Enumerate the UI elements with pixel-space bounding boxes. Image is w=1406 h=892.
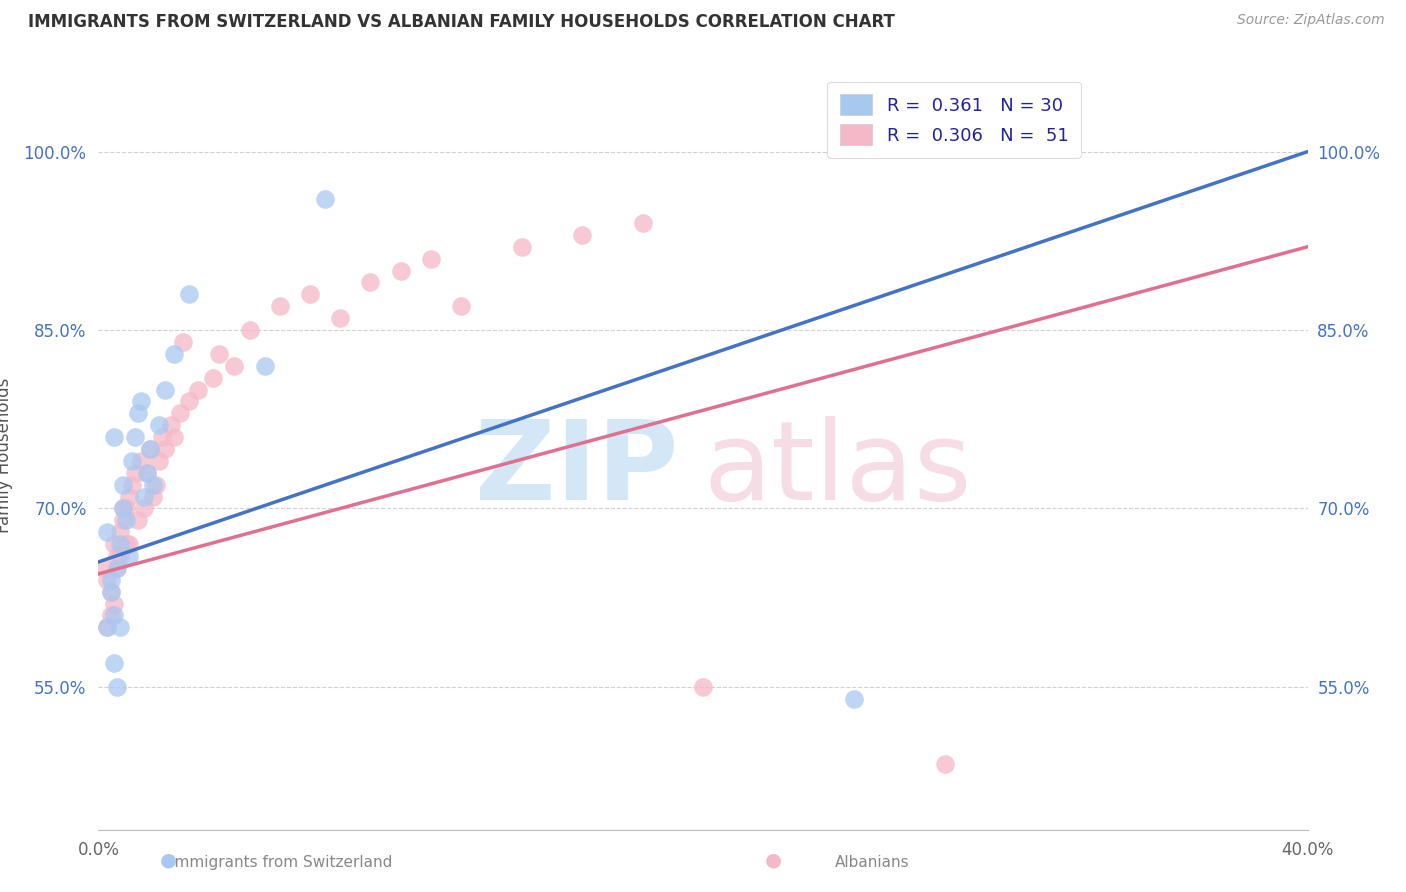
Y-axis label: Family Households: Family Households: [0, 377, 13, 533]
Point: [127, 513, 149, 527]
Point: [208, 347, 231, 361]
Point: [111, 501, 134, 516]
Point: [179, 394, 201, 409]
Text: IMMIGRANTS FROM SWITZERLAND VS ALBANIAN FAMILY HOUSEHOLDS CORRELATION CHART: IMMIGRANTS FROM SWITZERLAND VS ALBANIAN …: [28, 13, 896, 31]
Point: [124, 430, 146, 444]
Point: [108, 537, 131, 551]
Point: [100, 573, 122, 587]
Text: ●: ●: [765, 851, 782, 870]
Point: [132, 490, 155, 504]
Point: [172, 334, 194, 349]
Point: [96, 525, 118, 540]
Point: [145, 477, 167, 491]
Point: [103, 656, 125, 670]
Text: Immigrants from Switzerland: Immigrants from Switzerland: [170, 855, 392, 870]
Point: [420, 252, 443, 266]
Point: [93, 561, 115, 575]
Point: [103, 608, 125, 623]
Point: [121, 477, 143, 491]
Point: [139, 442, 162, 456]
Point: [360, 276, 382, 290]
Point: [179, 287, 201, 301]
Point: [169, 406, 191, 420]
Point: [100, 584, 122, 599]
Point: [571, 227, 593, 242]
Point: [100, 608, 122, 623]
Point: [118, 490, 141, 504]
Point: [135, 466, 157, 480]
Point: [129, 454, 152, 468]
Point: [105, 561, 128, 575]
Text: Albanians: Albanians: [834, 855, 910, 870]
Point: [129, 394, 152, 409]
Point: [96, 620, 118, 634]
Point: [269, 299, 291, 313]
Point: [150, 430, 173, 444]
Point: [148, 454, 170, 468]
Point: [127, 406, 149, 420]
Point: [148, 418, 170, 433]
Point: [153, 442, 176, 456]
Point: [105, 549, 128, 563]
Point: [163, 347, 186, 361]
Point: [135, 466, 157, 480]
Point: [934, 757, 956, 772]
Point: [314, 192, 336, 206]
Point: [105, 561, 128, 575]
Point: [163, 430, 186, 444]
Point: [631, 216, 654, 230]
Point: [124, 466, 146, 480]
Point: [389, 263, 412, 277]
Point: [96, 620, 118, 634]
Point: [108, 525, 131, 540]
Point: [96, 573, 118, 587]
Point: [111, 477, 134, 491]
Point: [103, 597, 125, 611]
Point: [692, 680, 714, 694]
Point: [111, 513, 134, 527]
Point: [103, 430, 125, 444]
Point: [100, 584, 122, 599]
Point: [114, 501, 136, 516]
Point: [139, 442, 162, 456]
Text: atlas: atlas: [703, 417, 972, 524]
Point: [118, 537, 141, 551]
Point: [108, 549, 131, 563]
Point: [118, 549, 141, 563]
Point: [202, 370, 225, 384]
Text: ZIP: ZIP: [475, 417, 679, 524]
Text: ●: ●: [160, 851, 177, 870]
Point: [111, 501, 134, 516]
Point: [224, 359, 246, 373]
Point: [239, 323, 262, 337]
Point: [114, 513, 136, 527]
Point: [103, 537, 125, 551]
Point: [844, 691, 866, 706]
Legend: R =  0.361   N = 30, R =  0.306   N =  51: R = 0.361 N = 30, R = 0.306 N = 51: [827, 82, 1081, 158]
Point: [105, 680, 128, 694]
Point: [108, 620, 131, 634]
Point: [450, 299, 472, 313]
Point: [142, 490, 165, 504]
Point: [153, 383, 176, 397]
Point: [132, 501, 155, 516]
Point: [253, 359, 276, 373]
Point: [329, 311, 352, 326]
Text: Source: ZipAtlas.com: Source: ZipAtlas.com: [1237, 13, 1385, 28]
Point: [160, 418, 183, 433]
Point: [142, 477, 165, 491]
Point: [299, 287, 322, 301]
Point: [114, 537, 136, 551]
Point: [510, 240, 533, 254]
Point: [121, 454, 143, 468]
Point: [187, 383, 209, 397]
